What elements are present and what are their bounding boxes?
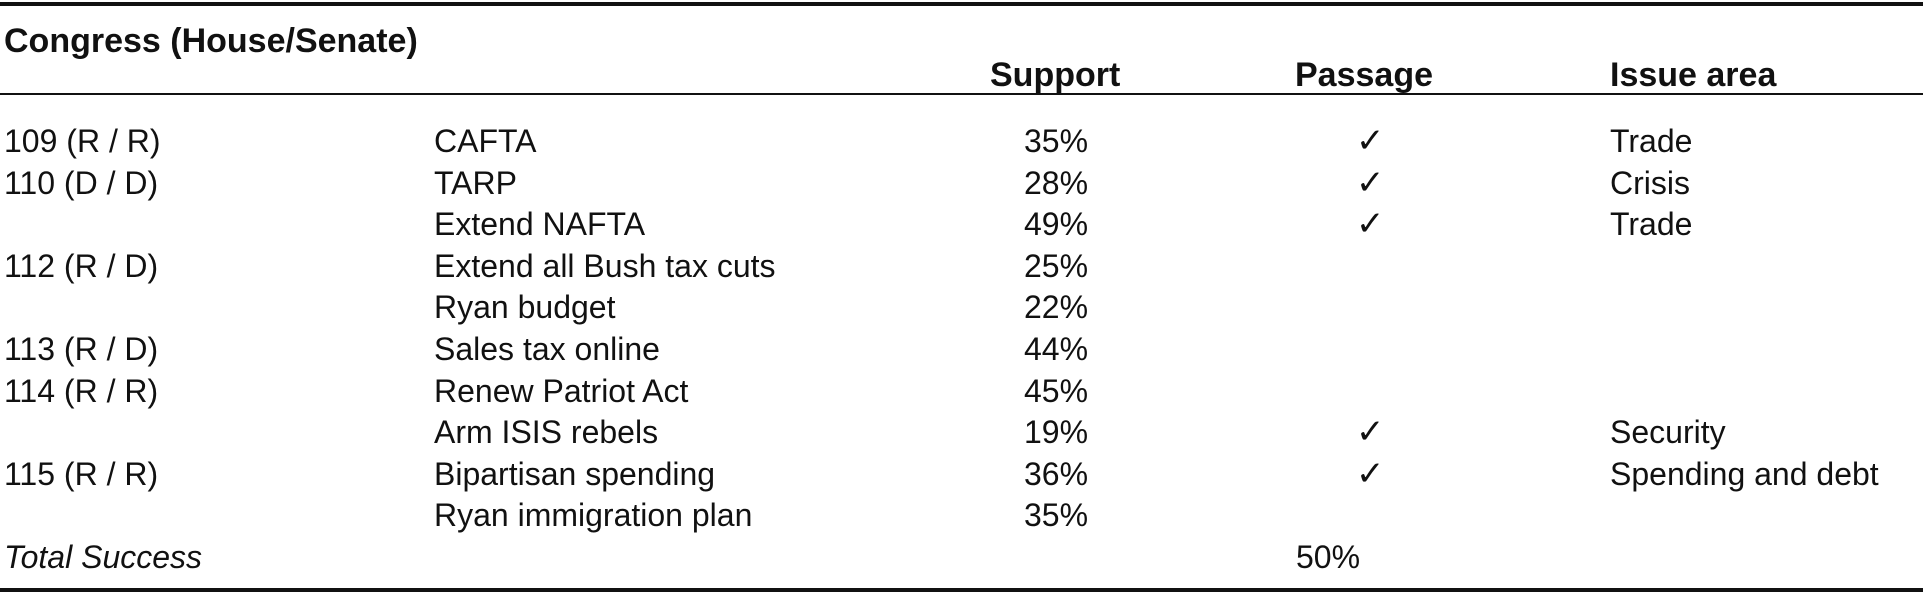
total-success-value: 50% — [1296, 538, 1361, 575]
header-support: Support — [990, 56, 1121, 94]
table-row: Ryan immigration plan 35% — [0, 494, 1923, 536]
bill-cell: Renew Patriot Act — [434, 372, 689, 409]
congress-cell: 115 (R / R) — [4, 455, 159, 492]
congress-cell: 113 (R / D) — [4, 330, 159, 367]
congress-cell: 114 (R / R) — [4, 372, 159, 409]
issue-cell: Security — [1610, 414, 1726, 451]
table-row: 115 (R / R) Bipartisan spending 36% ✓ Sp… — [0, 453, 1923, 495]
congress-cell: 109 (R / R) — [4, 123, 161, 159]
table-header-rule — [0, 93, 1923, 95]
total-row: Total Success 50% — [0, 536, 1923, 578]
bill-cell: Bipartisan spending — [434, 455, 716, 492]
bill-cell: Sales tax online — [434, 330, 660, 367]
bill-cell: Ryan budget — [434, 289, 616, 326]
issue-cell: Crisis — [1610, 164, 1690, 201]
issue-cell: Spending and debt — [1610, 455, 1879, 492]
support-cell: 49% — [1024, 206, 1089, 243]
passage-check-icon: ✓ — [1356, 163, 1385, 202]
table-row: 109 (R / R) CAFTA 35% ✓ Trade — [0, 120, 1923, 162]
total-success-label: Total Success — [4, 538, 203, 575]
table-top-rule — [0, 2, 1923, 6]
passage-check-icon: ✓ — [1356, 454, 1385, 493]
bill-cell: Extend all Bush tax cuts — [434, 247, 776, 284]
header-passage: Passage — [1295, 56, 1433, 94]
passage-check-icon: ✓ — [1356, 122, 1385, 160]
support-cell: 35% — [1024, 123, 1089, 159]
support-cell: 28% — [1024, 164, 1089, 201]
table-row: Ryan budget 22% — [0, 286, 1923, 328]
support-cell: 35% — [1024, 497, 1089, 534]
table-bottom-rule — [0, 588, 1923, 592]
passage-check-icon: ✓ — [1356, 205, 1385, 244]
passage-check-icon: ✓ — [1356, 413, 1385, 452]
table-row: Extend NAFTA 49% ✓ Trade — [0, 203, 1923, 245]
bill-cell: TARP — [434, 164, 517, 201]
table-row: Arm ISIS rebels 19% ✓ Security — [0, 411, 1923, 453]
congress-cell: 112 (R / D) — [4, 247, 159, 284]
bill-cell: CAFTA — [434, 123, 537, 159]
congress-cell: 110 (D / D) — [4, 164, 159, 201]
table-row: 113 (R / D) Sales tax online 44% — [0, 328, 1923, 370]
issue-cell: Trade — [1610, 206, 1693, 243]
table-row: 110 (D / D) TARP 28% ✓ Crisis — [0, 162, 1923, 204]
support-cell: 25% — [1024, 247, 1089, 284]
support-cell: 44% — [1024, 330, 1089, 367]
bill-cell: Extend NAFTA — [434, 206, 646, 243]
support-cell: 19% — [1024, 414, 1089, 451]
bill-cell: Arm ISIS rebels — [434, 414, 659, 451]
table-row: 112 (R / D) Extend all Bush tax cuts 25% — [0, 245, 1923, 287]
bill-cell: Ryan immigration plan — [434, 497, 753, 534]
support-cell: 45% — [1024, 372, 1089, 409]
table-body: 109 (R / R) CAFTA 35% ✓ Trade 110 (D / D… — [0, 120, 1923, 578]
table-row: 114 (R / R) Renew Patriot Act 45% — [0, 370, 1923, 412]
header-issue-area: Issue area — [1610, 56, 1777, 94]
issue-cell: Trade — [1610, 123, 1693, 159]
support-cell: 22% — [1024, 289, 1089, 326]
support-cell: 36% — [1024, 455, 1089, 492]
header-congress: Congress (House/Senate) — [4, 22, 418, 60]
